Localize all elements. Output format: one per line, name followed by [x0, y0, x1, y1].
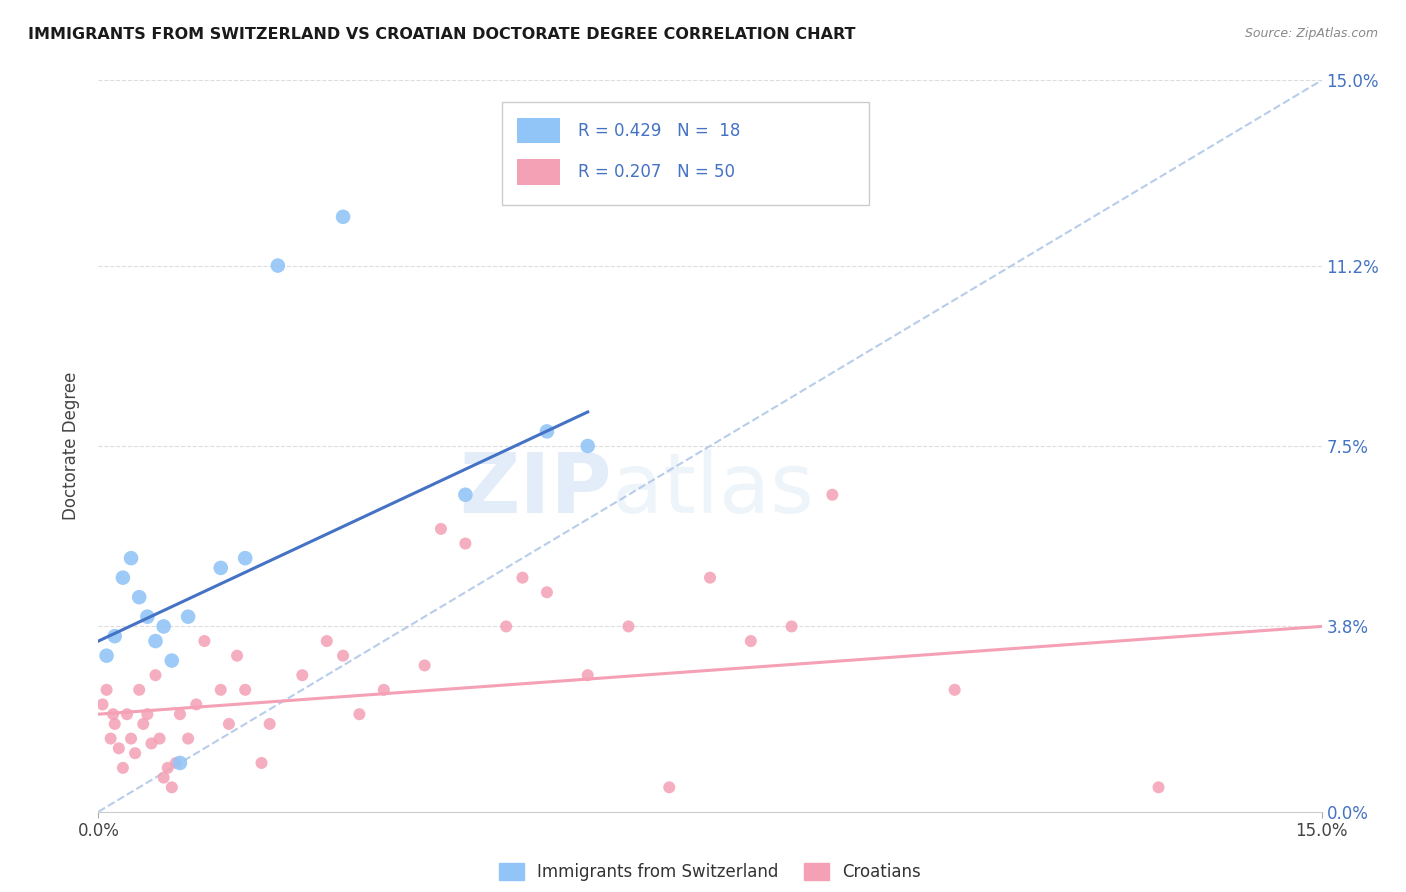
Point	[617, 619, 640, 633]
Point	[536, 425, 558, 439]
Point	[740, 634, 762, 648]
Point	[96, 648, 118, 663]
Text: R = 0.207   N = 50: R = 0.207 N = 50	[578, 163, 735, 181]
Point	[169, 707, 191, 722]
Text: R = 0.429   N =  18: R = 0.429 N = 18	[578, 121, 741, 140]
Point	[1147, 780, 1170, 795]
Point	[149, 731, 172, 746]
Point	[413, 658, 436, 673]
Point	[128, 590, 150, 604]
FancyBboxPatch shape	[517, 118, 560, 144]
Point	[101, 707, 124, 722]
Point	[115, 707, 138, 722]
Point	[209, 561, 232, 575]
Point	[160, 780, 183, 795]
Point	[193, 634, 215, 648]
FancyBboxPatch shape	[502, 103, 869, 204]
Point	[111, 761, 134, 775]
Point	[259, 717, 281, 731]
Point	[658, 780, 681, 795]
Point	[91, 698, 114, 712]
Point	[145, 634, 167, 648]
Point	[821, 488, 844, 502]
Point	[332, 648, 354, 663]
Point	[152, 771, 174, 785]
Point	[315, 634, 337, 648]
Point	[576, 668, 599, 682]
Point	[373, 682, 395, 697]
Point	[141, 736, 163, 750]
Point	[943, 682, 966, 697]
FancyBboxPatch shape	[517, 160, 560, 185]
Point	[699, 571, 721, 585]
Point	[111, 571, 134, 585]
Text: IMMIGRANTS FROM SWITZERLAND VS CROATIAN DOCTORATE DEGREE CORRELATION CHART: IMMIGRANTS FROM SWITZERLAND VS CROATIAN …	[28, 27, 856, 42]
Point	[104, 629, 127, 643]
Point	[156, 761, 179, 775]
Point	[136, 609, 159, 624]
Text: atlas: atlas	[612, 450, 814, 531]
Point	[267, 259, 290, 273]
Point	[96, 682, 118, 697]
Point	[136, 707, 159, 722]
Point	[132, 717, 155, 731]
Point	[291, 668, 314, 682]
Point	[100, 731, 122, 746]
Point	[169, 756, 191, 770]
Point	[104, 717, 127, 731]
Point	[145, 668, 167, 682]
Point	[108, 741, 131, 756]
Point	[430, 522, 453, 536]
Point	[152, 619, 174, 633]
Text: Source: ZipAtlas.com: Source: ZipAtlas.com	[1244, 27, 1378, 40]
Point	[160, 654, 183, 668]
Point	[177, 609, 200, 624]
Point	[454, 536, 477, 550]
Point	[226, 648, 249, 663]
Point	[495, 619, 517, 633]
Point	[120, 731, 142, 746]
Point	[454, 488, 477, 502]
Point	[218, 717, 240, 731]
Point	[233, 551, 256, 566]
Point	[332, 210, 354, 224]
Point	[165, 756, 187, 770]
Point	[780, 619, 803, 633]
Point	[128, 682, 150, 697]
Point	[209, 682, 232, 697]
Point	[186, 698, 208, 712]
Text: ZIP: ZIP	[460, 450, 612, 531]
Point	[233, 682, 256, 697]
Point	[120, 551, 142, 566]
Point	[576, 439, 599, 453]
Point	[512, 571, 534, 585]
Point	[536, 585, 558, 599]
Point	[124, 746, 146, 760]
Legend: Immigrants from Switzerland, Croatians: Immigrants from Switzerland, Croatians	[492, 856, 928, 888]
Point	[177, 731, 200, 746]
Point	[250, 756, 273, 770]
Point	[349, 707, 371, 722]
Y-axis label: Doctorate Degree: Doctorate Degree	[62, 372, 80, 520]
